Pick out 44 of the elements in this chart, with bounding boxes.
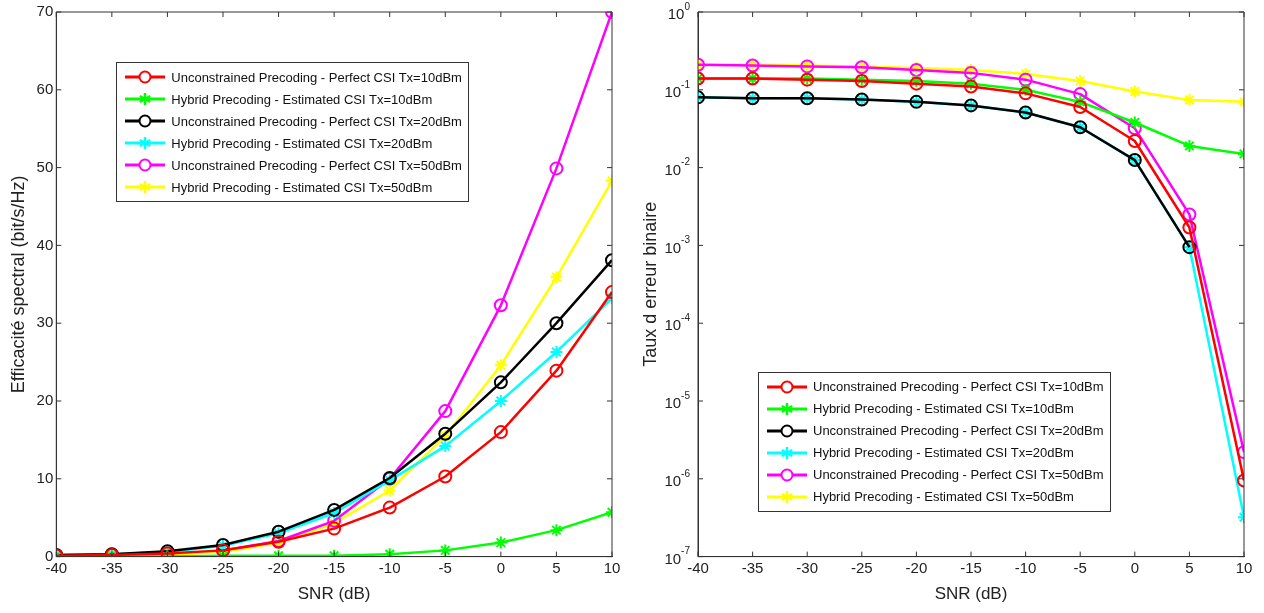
y-tick-label: 50 bbox=[36, 157, 54, 175]
y-tick-label: 60 bbox=[36, 79, 54, 97]
x-tick-label: 0 bbox=[496, 558, 506, 576]
y-axis-title: Taux d erreur binaire bbox=[639, 201, 660, 367]
x-tick-label: -5 bbox=[1073, 558, 1087, 576]
y-tick-label: 40 bbox=[36, 235, 54, 253]
x-tick-label: -30 bbox=[796, 558, 819, 576]
x-tick-label: -35 bbox=[741, 558, 764, 576]
y-tick-label: 30 bbox=[36, 313, 54, 331]
x-tick-label: -20 bbox=[905, 558, 928, 576]
y-tick-label: 70 bbox=[36, 2, 54, 20]
legend-label: Unconstrained Precoding - Perfect CSI Tx=50dBm bbox=[813, 467, 1104, 483]
x-tick-label: 0 bbox=[1130, 558, 1139, 576]
x-tick-label: -15 bbox=[323, 558, 345, 576]
x-tick-label: 5 bbox=[552, 558, 561, 576]
y-axis-title: Efficacité spectral (bit/s/Hz) bbox=[7, 175, 28, 394]
legend-label: Unconstrained Precoding - Perfect CSI Tx=50dBm bbox=[171, 157, 462, 173]
x-tick-label: -40 bbox=[687, 558, 709, 576]
legend-label: Hybrid Precoding - Estimated CSI Tx=10dBm bbox=[813, 401, 1074, 417]
legend-label: Hybrid Precoding - Estimated CSI Tx=20dBm bbox=[171, 135, 433, 151]
x-tick-label: 10 bbox=[603, 558, 621, 576]
legend-label: Unconstrained Precoding - Perfect CSI Tx=20dBm bbox=[171, 113, 462, 129]
legend-label: Hybrid Precoding - Estimated CSI Tx=50dBm bbox=[813, 489, 1074, 505]
legend-label: Hybrid Precoding - Estimated CSI Tx=10dBm bbox=[171, 91, 433, 107]
legend-label: Unconstrained Precoding - Perfect CSI Tx=20dBm bbox=[813, 423, 1104, 439]
y-tick-label: 10 bbox=[36, 468, 54, 486]
x-tick-label: 10 bbox=[1235, 558, 1253, 576]
x-axis-title: SNR (dB) bbox=[934, 584, 1008, 604]
x-tick-label: -20 bbox=[267, 558, 290, 576]
legend-label: Hybrid Precoding - Estimated CSI Tx=20dBm bbox=[813, 445, 1074, 461]
x-tick-label: -30 bbox=[156, 558, 179, 576]
x-axis-title: SNR (dB) bbox=[297, 584, 371, 604]
x-tick-label: -10 bbox=[378, 558, 401, 576]
x-tick-label: -15 bbox=[960, 558, 982, 576]
y-tick-label: 20 bbox=[36, 391, 54, 409]
x-tick-label: -35 bbox=[101, 558, 123, 576]
legend-label: Unconstrained Precoding - Perfect CSI Tx=10dBm bbox=[813, 379, 1104, 395]
x-tick-label: 5 bbox=[1185, 558, 1194, 576]
x-tick-label: -10 bbox=[1014, 558, 1037, 576]
legend-label: Unconstrained Precoding - Perfect CSI Tx=10dBm bbox=[171, 69, 462, 85]
x-tick-label: -25 bbox=[212, 558, 234, 576]
legend-label: Hybrid Precoding - Estimated CSI Tx=50dBm bbox=[171, 179, 433, 195]
x-tick-label: -25 bbox=[850, 558, 873, 576]
x-tick-label: -5 bbox=[438, 558, 452, 576]
